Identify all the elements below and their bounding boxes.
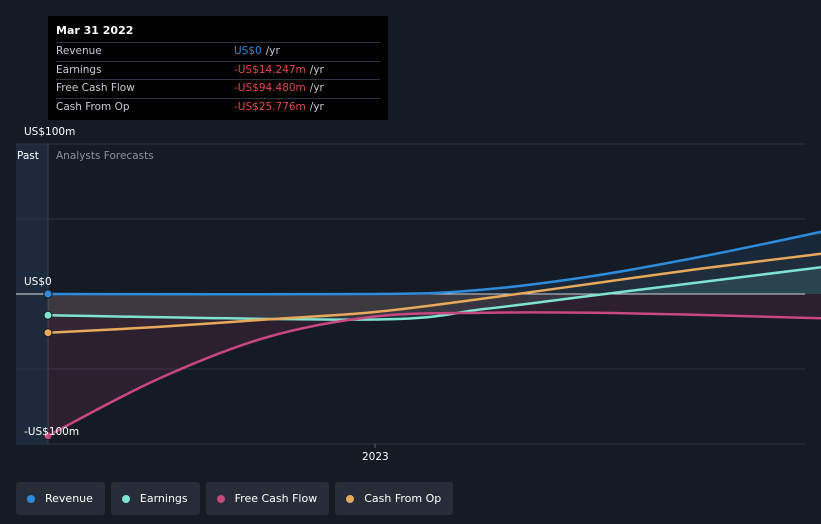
tooltip-name: Revenue bbox=[56, 45, 102, 57]
tooltip-name: Free Cash Flow bbox=[56, 82, 135, 94]
legend-item-cash-from-op[interactable]: Cash From Op bbox=[335, 482, 454, 515]
y-tick-label-zero: US$0 bbox=[24, 276, 52, 288]
earnings-dot-icon bbox=[121, 494, 130, 503]
legend-label: Revenue bbox=[45, 492, 93, 505]
x-tick-label-2023: 2023 bbox=[362, 451, 389, 463]
tooltip-value: -US$94.480m bbox=[234, 82, 306, 94]
y-tick-label-top: US$100m bbox=[24, 126, 76, 138]
earnings-start-point bbox=[43, 310, 53, 320]
tooltip-unit: /yr bbox=[309, 100, 324, 113]
legend-label: Earnings bbox=[139, 492, 188, 505]
cash-from-op-line bbox=[46, 252, 821, 334]
tooltip-value: -US$25.776m bbox=[234, 100, 306, 113]
legend-item-earnings[interactable]: Earnings bbox=[110, 482, 200, 515]
revenue-line bbox=[46, 230, 821, 296]
free-cash-flow-start-point bbox=[43, 431, 53, 441]
tooltip-name: Earnings bbox=[56, 63, 102, 76]
cash-from-op-area bbox=[48, 253, 821, 333]
tooltip-row-cash-from-op: Cash From Op -US$25.776m /yr bbox=[56, 97, 380, 117]
tooltip-unit: /yr bbox=[309, 63, 324, 76]
legend-label: Free Cash Flow bbox=[234, 492, 318, 505]
legend: Revenue Earnings Free Cash Flow Cash Fro… bbox=[16, 482, 454, 515]
earnings-line bbox=[46, 266, 821, 321]
tooltip-name: Cash From Op bbox=[56, 100, 130, 113]
free-cash-flow-line bbox=[46, 311, 821, 437]
tooltip-unit: /yr bbox=[309, 82, 324, 94]
tooltip-value: -US$14.247m bbox=[234, 63, 306, 76]
earnings-area bbox=[48, 267, 821, 320]
free-cash-flow-area bbox=[48, 294, 821, 436]
y-tick-label-bottom: -US$100m bbox=[24, 426, 80, 438]
revenue-dot-icon bbox=[27, 494, 35, 503]
revenue-start-point bbox=[43, 289, 53, 299]
cash-from-op-start-point bbox=[43, 328, 53, 338]
cash-from-op-dot-icon bbox=[346, 494, 355, 503]
legend-item-free-cash-flow[interactable]: Free Cash Flow bbox=[205, 482, 330, 515]
data-tooltip: Mar 31 2022 Revenue US$0 /yr Earnings -U… bbox=[48, 16, 388, 120]
tooltip-row-free-cash-flow: Free Cash Flow -US$94.480m /yr bbox=[56, 79, 380, 98]
legend-item-revenue[interactable]: Revenue bbox=[16, 482, 105, 515]
tooltip-row-revenue: Revenue US$0 /yr bbox=[56, 42, 380, 61]
tooltip-value: US$0 bbox=[234, 45, 262, 57]
past-label: Past bbox=[17, 150, 39, 162]
tooltip-date: Mar 31 2022 bbox=[56, 24, 134, 37]
tooltip-unit: /yr bbox=[265, 45, 280, 57]
legend-label: Cash From Op bbox=[364, 492, 442, 505]
forecast-label: Analysts Forecasts bbox=[56, 150, 154, 162]
free-cash-flow-dot-icon bbox=[216, 494, 225, 503]
tooltip-row-earnings: Earnings -US$14.247m /yr bbox=[56, 60, 380, 80]
